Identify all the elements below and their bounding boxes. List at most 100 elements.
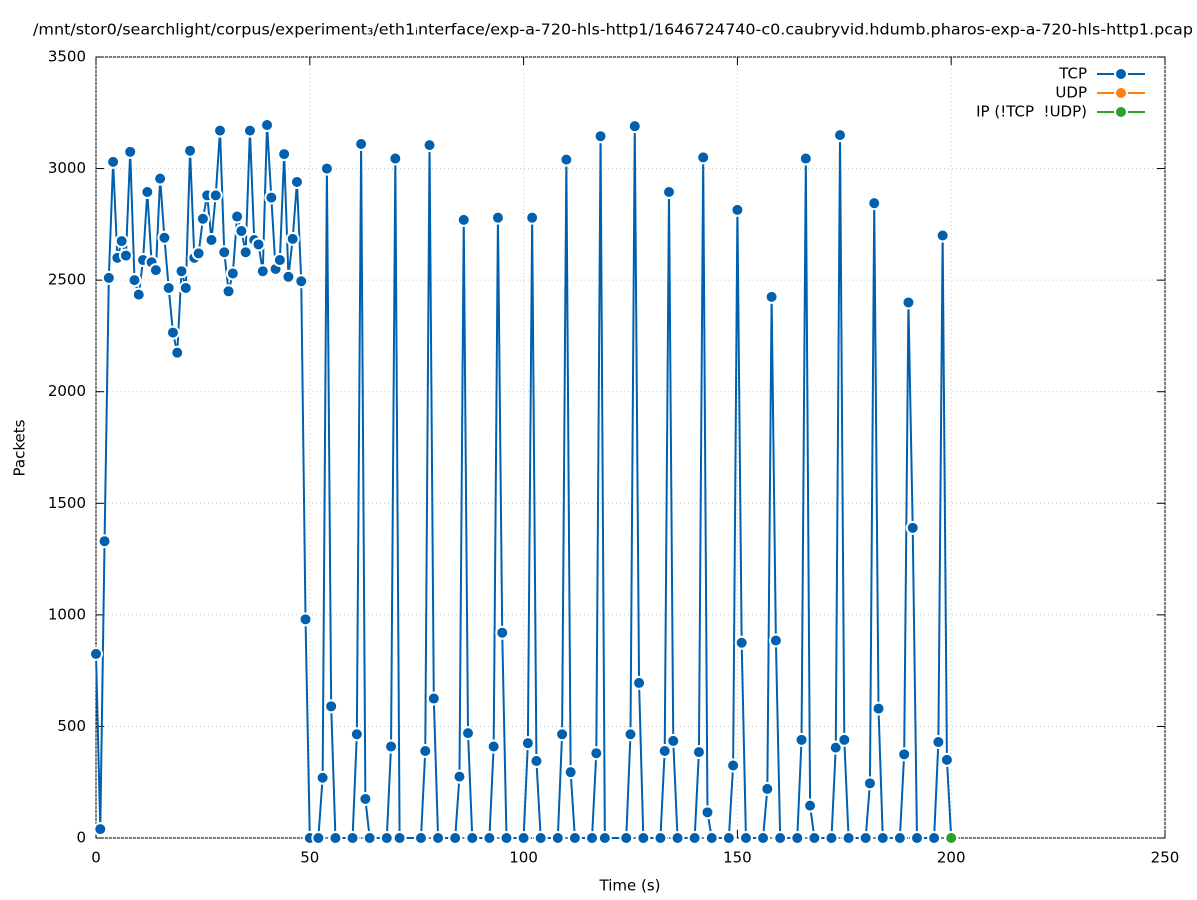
data-point [931, 735, 946, 750]
data-point [277, 147, 292, 162]
data-point [837, 732, 852, 747]
data-point [666, 733, 681, 748]
data-point [465, 831, 480, 845]
data-point [482, 831, 497, 845]
data-point [738, 831, 753, 845]
legend-label: TCP [1058, 65, 1087, 83]
data-point [803, 798, 818, 813]
data-point [195, 211, 210, 226]
x-tick-label: 50 [300, 849, 319, 867]
data-point [756, 831, 771, 845]
data-point [670, 831, 685, 845]
data-point [170, 345, 185, 360]
data-point [315, 770, 330, 785]
data-point [871, 701, 886, 716]
data-point [567, 831, 582, 845]
data-point [726, 758, 741, 773]
data-point [106, 154, 121, 169]
y-tick-label: 3000 [48, 159, 86, 177]
data-point [525, 210, 540, 225]
data-point [118, 248, 133, 263]
data-point [285, 231, 300, 246]
data-point [841, 831, 856, 845]
data-point [413, 831, 428, 845]
data-point [324, 699, 339, 714]
data-point [89, 646, 103, 661]
data-point [319, 161, 334, 176]
data-point [131, 287, 146, 302]
data-point [691, 745, 706, 760]
chart-title: /mnt/stor0/searchlight/corpus/experiment… [33, 21, 1193, 39]
data-point [944, 831, 959, 845]
data-point [208, 188, 223, 203]
data-point [289, 174, 304, 189]
data-point [362, 831, 377, 845]
data-point [311, 831, 326, 845]
data-point [632, 675, 647, 690]
data-point [140, 185, 155, 200]
data-point [101, 270, 116, 285]
data-point [264, 190, 279, 205]
data-point [183, 143, 198, 158]
data-point [901, 295, 916, 310]
data-point [426, 691, 441, 706]
data-point [555, 727, 570, 742]
data-point [627, 119, 642, 134]
data-point [384, 739, 399, 754]
y-tick-label: 2500 [48, 271, 86, 289]
data-point [178, 280, 193, 295]
data-point [927, 831, 942, 845]
data-point [452, 769, 467, 784]
data-point [418, 743, 433, 758]
legend-marker [1114, 67, 1128, 81]
data-point [392, 831, 407, 845]
data-point [379, 831, 394, 845]
data-point [529, 754, 544, 769]
data-point [807, 831, 822, 845]
data-point [499, 831, 514, 845]
data-point [93, 822, 108, 837]
x-tick-label: 250 [1151, 849, 1180, 867]
data-point [760, 781, 775, 796]
data-point [486, 739, 501, 754]
data-point [281, 269, 296, 284]
data-point [461, 726, 476, 741]
data-point [858, 831, 873, 845]
data-point [619, 831, 634, 845]
data-point [272, 253, 287, 268]
data-point [875, 831, 890, 845]
data-point [165, 325, 180, 340]
data-point [157, 230, 172, 245]
data-point [97, 534, 112, 549]
data-point [657, 743, 672, 758]
data-point [533, 831, 548, 845]
data-point [349, 727, 364, 742]
y-tick-label: 1000 [48, 605, 86, 623]
data-point [422, 138, 437, 153]
data-point [790, 831, 805, 845]
data-point [563, 765, 578, 780]
data-point [550, 831, 565, 845]
data-point [294, 274, 309, 289]
data-point [824, 831, 839, 845]
data-point [495, 625, 510, 640]
data-point [238, 245, 253, 260]
x-tick-label: 150 [723, 849, 752, 867]
data-point [593, 129, 608, 144]
data-point [217, 245, 232, 260]
data-point [358, 791, 373, 806]
data-point [448, 831, 463, 845]
data-point [867, 196, 882, 211]
data-point [833, 128, 848, 143]
data-point [636, 831, 651, 845]
data-point [687, 831, 702, 845]
y-axis-label: Packets [11, 419, 29, 476]
data-point [456, 212, 471, 227]
y-tick-label: 0 [76, 829, 86, 847]
data-point [516, 831, 531, 845]
data-point [597, 831, 612, 845]
data-point [828, 740, 843, 755]
data-point [585, 831, 600, 845]
data-point [773, 831, 788, 845]
data-point [242, 123, 257, 138]
